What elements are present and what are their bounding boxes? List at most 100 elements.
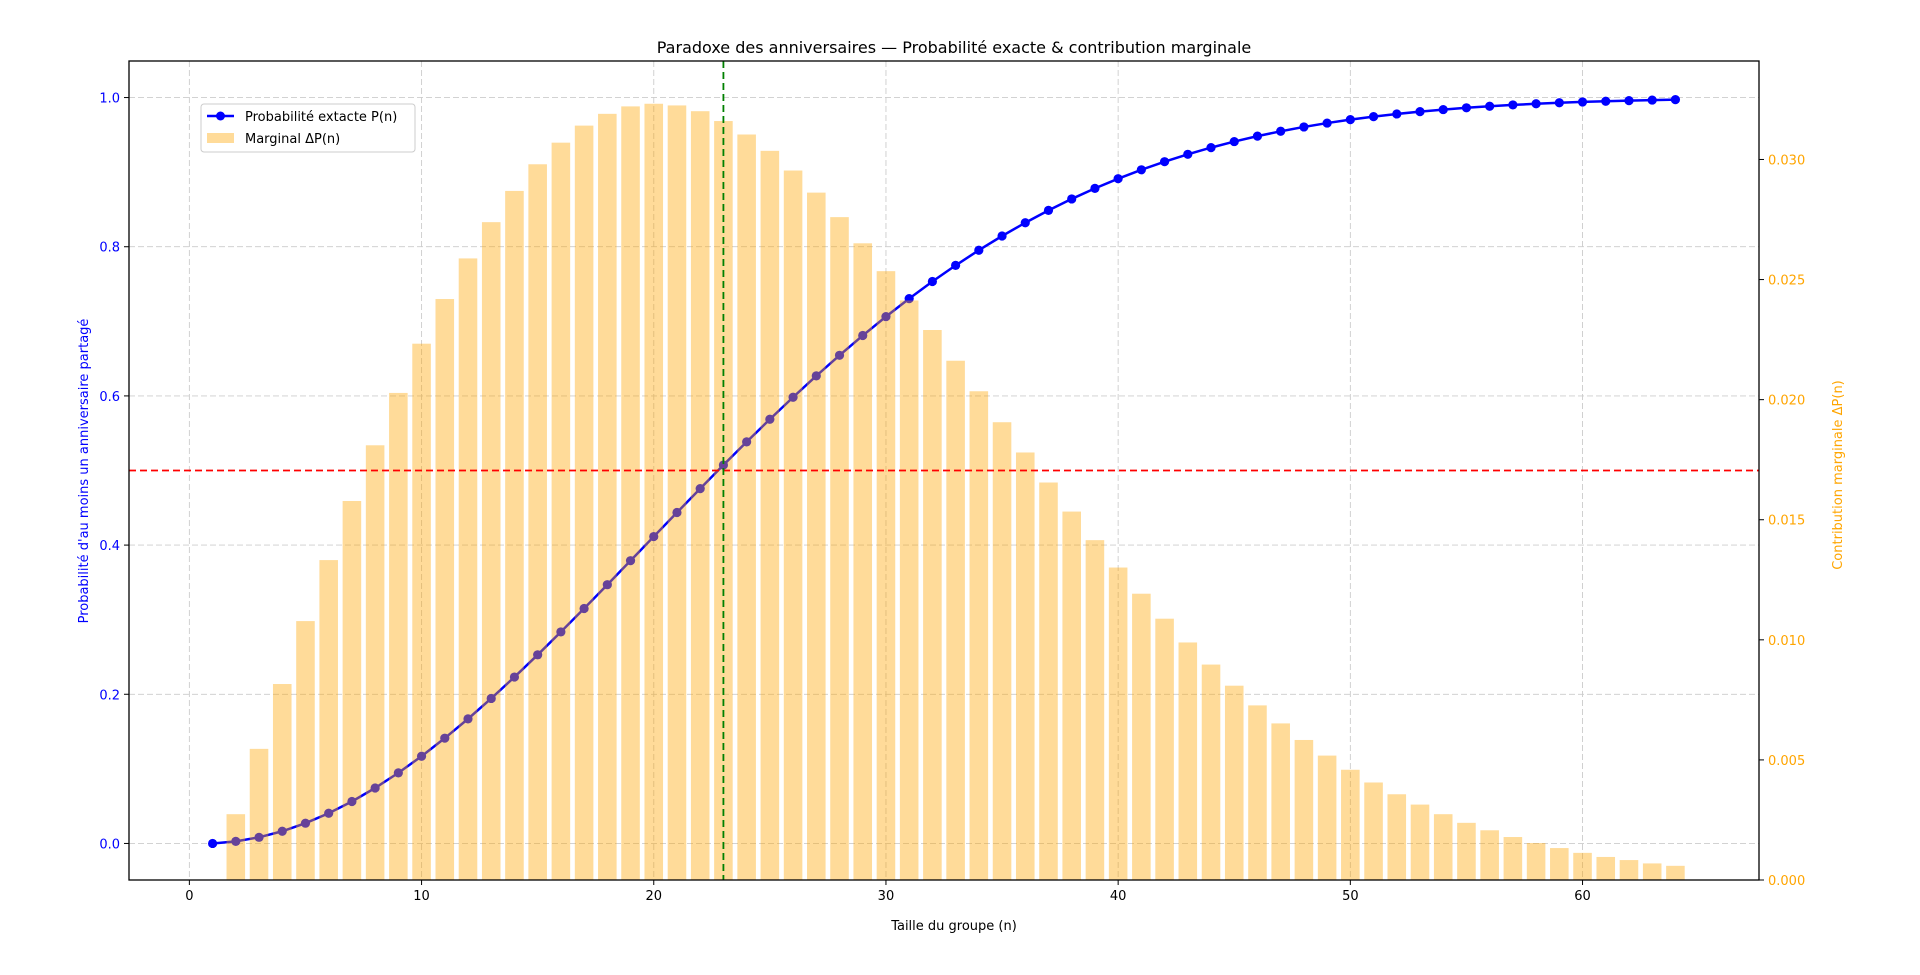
marginal-bar [1387,794,1407,880]
marginal-bar [528,164,547,881]
marginal-bar [1480,830,1499,880]
reference-lines [129,61,1759,880]
probability-marker [881,312,891,322]
marginal-bar [1410,804,1430,880]
marginal-bar [830,217,849,880]
y-tick-label: 0.6 [99,390,120,405]
marginal-bar [249,748,269,880]
y-tick-label: 0.4 [99,539,120,554]
probability-marker [254,832,264,842]
x-tick-label: 50 [1342,889,1359,904]
y-tick-label: 0.8 [99,241,120,256]
marginal-bar [551,142,571,881]
x-tick-label: 30 [878,889,895,904]
probability-marker [927,276,937,287]
marginal-bar [598,113,617,881]
marginal-bar [853,243,873,880]
probability-marker [1206,143,1216,153]
x-tick-label: 20 [645,889,662,904]
probability-marker [834,350,845,360]
marginal-bar [1666,865,1685,880]
probability-marker [1670,95,1681,105]
probability-marker [1299,122,1309,132]
marginal-bar [923,329,942,880]
probability-marker [463,714,473,724]
marginal-bar [1457,822,1476,880]
y-axis-right-ticks: 0.000 0.005 0.010 0.015 0.020 0.025 0.030 [1759,153,1805,889]
legend-label-marginal: Marginal ΔP(n) [245,132,340,147]
marginal-bar [1108,567,1128,880]
chart-title: Paradoxe des anniversaires — Probabilité… [657,38,1252,57]
marginal-bar [621,106,640,881]
probability-marker [695,484,705,494]
probability-marker [1415,107,1425,117]
probability-marker [1554,98,1564,108]
marginal-bar [760,150,780,880]
y-axis-left-label: Probabilité d'au moins un anniversaire p… [77,319,92,624]
legend-box [200,103,416,153]
probability-marker [231,836,241,847]
marginal-bar [1085,540,1105,880]
marginal-bar [1573,852,1592,880]
marginal-bar [505,190,524,881]
marginal-bar [807,192,826,880]
probability-marker [625,556,636,566]
probability-marker [1601,96,1611,106]
marginal-bar [1503,837,1523,880]
marginal-bar [1062,511,1081,880]
probability-marker [1229,136,1239,147]
marginal-bar [1294,739,1314,880]
x-axis-label: Taille du groupe (n) [890,919,1017,934]
legend: Probabilité extacte P(n) Marginal ΔP(n) [200,103,416,153]
marginal-bar [296,621,315,880]
marginal-bar [783,170,803,880]
probability-line [212,98,1676,845]
probability-marker [951,260,961,270]
probability-marker [1485,101,1495,111]
probability-marker [207,838,218,849]
y-axis-left-ticks: 0.0 0.2 0.4 0.6 0.8 1.0 [99,92,129,852]
y-tick-label: 1.0 [99,92,120,107]
probability-marker [1624,95,1634,106]
probability-marker [742,437,752,447]
probability-marker [509,672,520,682]
marginal-bar [876,271,896,881]
y-tick-label: 0.2 [99,688,120,703]
probability-marker [579,603,589,614]
probability-marker [1508,100,1518,110]
y-axis-right-label: Contribution marginale ΔP(n) [1831,380,1846,570]
marginal-bar [1364,782,1383,880]
probability-marker [1276,126,1286,136]
probability-marker [1252,131,1263,141]
probability-marker [1368,112,1379,122]
x-tick-label: 40 [1110,889,1127,904]
x-axis-ticks: 0 10 20 30 40 50 60 [185,880,1591,904]
probability-marker [416,751,427,761]
y-right-tick-label: 0.010 [1768,634,1805,649]
probability-marker [1043,205,1054,215]
marginal-bar [481,222,501,880]
marginal-bar [1433,814,1453,880]
probability-marker [602,580,612,590]
probability-marker [1159,157,1170,167]
probability-marker [858,330,868,341]
probability-marker [788,392,798,402]
probability-marker [1461,103,1472,113]
marginal-bar [644,103,664,880]
probability-marker [765,414,775,424]
marginal-bar [1526,843,1546,880]
x-tick-label: 60 [1574,889,1591,904]
marginal-bar [1550,848,1569,880]
marginal-bar [435,299,455,880]
grid-lines [129,61,1759,880]
probability-marker [1345,115,1355,125]
y-right-tick-label: 0.025 [1768,274,1805,289]
probability-marker [1322,118,1332,128]
marginal-bar [389,392,408,880]
probability-marker [277,826,287,836]
marginal-bar [1317,755,1337,880]
marginal-bar [899,300,919,880]
plot-frame [128,60,1760,881]
